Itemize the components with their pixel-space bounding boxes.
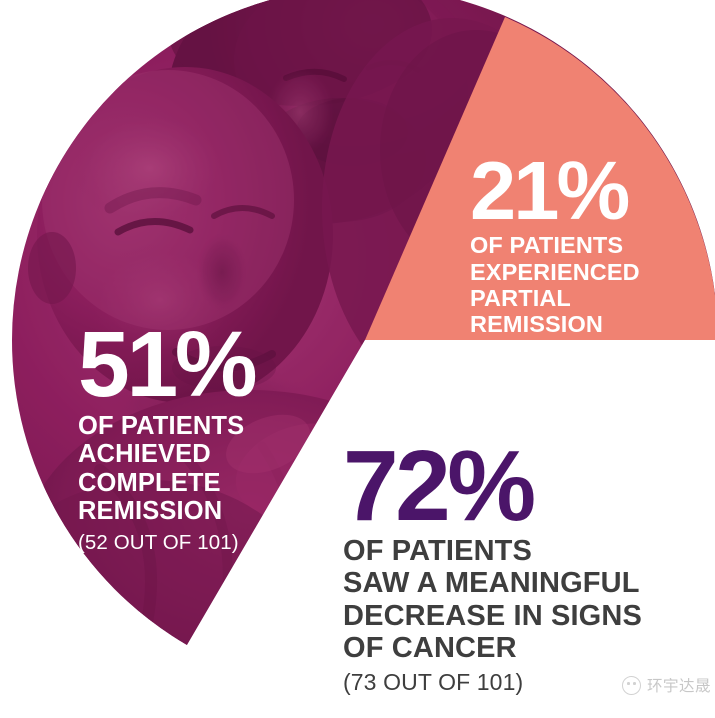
stat-partial-remission: 21% OF PATIENTS EXPERIENCED PARTIAL REMI…: [470, 144, 640, 364]
pie-slice-meaningful-decrease-gap: [187, 340, 715, 694]
stat-line: EXPERIENCED: [470, 258, 640, 285]
stat-line: SAW A MEANINGFUL: [343, 567, 640, 600]
watermark-label: 环宇达晟: [646, 678, 711, 695]
stat-count-meaningful-decrease: (73 OUT OF 101): [343, 669, 524, 696]
stat-count-complete-remission: (52 OUT OF 101): [78, 530, 239, 554]
stat-line: OF CANCER: [343, 631, 517, 664]
stat-line: REMISSION: [78, 497, 223, 526]
stat-line: COMPLETE: [78, 468, 221, 497]
stat-line: REMISSION: [470, 310, 603, 337]
stat-description-complete-remission: OF PATIENTS ACHIEVED COMPLETE REMISSION: [78, 412, 254, 526]
wechat-account-icon: [621, 675, 641, 695]
stat-line: PARTIAL: [470, 284, 571, 311]
stat-line: OF PATIENTS: [343, 535, 533, 567]
stat-meaningful-decrease: 72% OF PATIENTS SAW A MEANINGFUL DECREAS…: [343, 430, 642, 696]
stat-description-meaningful-decrease: OF PATIENTS SAW A MEANINGFUL DECREASE IN…: [343, 535, 642, 664]
stat-line: OF PATIENTS: [470, 232, 624, 259]
pie-slice-partial-remission: [365, 17, 715, 340]
stat-complete-remission: 51% OF PATIENTS ACHIEVED COMPLETE REMISS…: [78, 312, 258, 554]
stat-line: DECREASE IN SIGNS: [343, 599, 642, 632]
stat-percent-complete-remission: 51%: [78, 312, 258, 416]
stat-percent-partial-remission: 21%: [470, 144, 630, 237]
stat-count-partial-remission: (21 OUT OF 101): [470, 341, 623, 364]
stat-description-partial-remission: OF PATIENTS EXPERIENCED PARTIAL REMISSIO…: [470, 232, 640, 337]
stat-line: ACHIEVED: [78, 440, 211, 469]
stat-line: OF PATIENTS: [78, 411, 245, 440]
stat-percent-meaningful-decrease: 72%: [343, 430, 536, 542]
watermark: 环宇达晟: [621, 674, 711, 696]
